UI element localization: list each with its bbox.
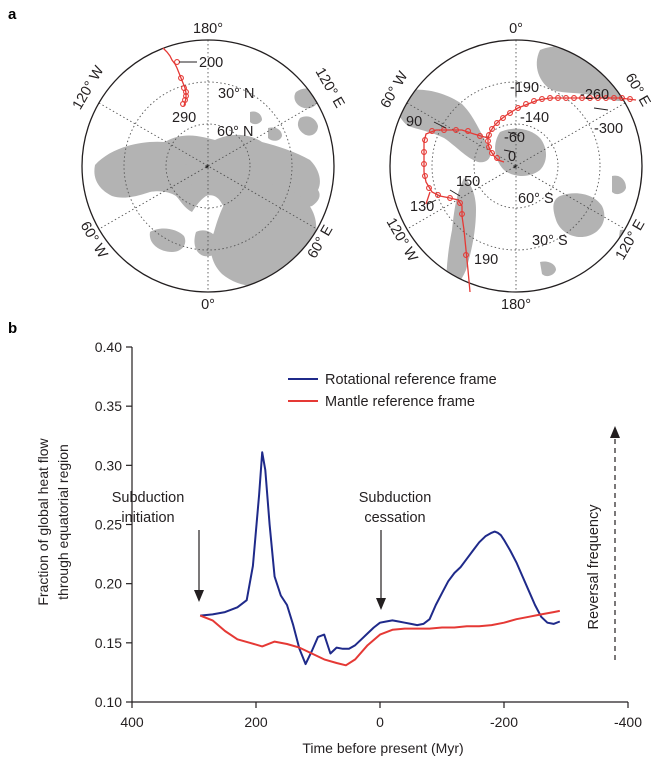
south-track-label-m190: -190 [510, 80, 539, 96]
north-map-border [81, 39, 335, 293]
north-lat-60-circle [165, 123, 251, 209]
south-track-label-190: 190 [474, 252, 498, 268]
south-lat-label-60: 60° S [518, 191, 554, 207]
x-tick-label: 200 [244, 714, 268, 730]
annotation-subduction-cessation-line2: cessation [364, 510, 425, 526]
south-track-label-m140: -140 [520, 110, 549, 126]
y-tick-label: 0.15 [95, 635, 122, 651]
south-track-label-150: 150 [456, 174, 480, 190]
north-track-label-200: 200 [199, 55, 223, 71]
reversal-frequency-arrowhead [610, 426, 620, 438]
north-landmass [94, 88, 320, 287]
south-graticule: * [406, 40, 626, 292]
south-lat-30-circle [431, 81, 601, 251]
north-track [162, 47, 197, 107]
north-lon-label-top: 180° [193, 21, 223, 37]
series-line-rotational [200, 451, 561, 666]
annotation-subduction-initiation-line1: Subduction [112, 490, 185, 506]
y-axis: 0.10 0.15 0.20 0.25 0.30 0.35 0.40 [95, 339, 133, 710]
x-axis-title: Time before present (Myr) [302, 740, 463, 756]
annotation-cessation-arrowhead [376, 598, 386, 610]
north-lon-label-upper-right: 120° E [312, 65, 348, 111]
south-map-border [389, 39, 643, 293]
north-lat-label-30: 30° N [218, 86, 254, 102]
north-graticule: * [98, 40, 318, 292]
y-axis-title-line1: Fraction of global heat flow [35, 437, 51, 605]
south-track [421, 82, 637, 293]
heat-flow-chart: 0.10 0.15 0.20 0.25 0.30 0.35 0.40 400 200 0 -200… [35, 339, 642, 756]
y-axis-title-line2: through equatorial region [55, 444, 71, 600]
legend-label-rotational: Rotational reference frame [325, 372, 497, 388]
series-layer [199, 451, 561, 667]
annotation-subduction-initiation-line2: initiation [121, 510, 174, 526]
svg-text:*: * [513, 163, 518, 175]
south-lon-label-bottom: 180° [501, 297, 531, 313]
south-lat-label-30: 30° S [532, 233, 568, 249]
series-line-mantle [199, 609, 560, 667]
y-tick-label: 0.10 [95, 694, 122, 710]
x-axis: 400 200 0 -200 -400 [120, 701, 642, 730]
south-track-label-130: 130 [410, 199, 434, 215]
north-lat-label-60: 60° N [217, 124, 253, 140]
north-lat-30-circle [123, 81, 293, 251]
south-lat-60-circle [473, 123, 559, 209]
y-tick-label: 0.25 [95, 517, 122, 533]
y-tick-label: 0.35 [95, 398, 122, 414]
south-track-label-m300: -300 [594, 121, 623, 137]
south-track-label-m260: -260 [580, 87, 609, 103]
svg-text:*: * [205, 163, 210, 175]
north-track-label-290: 290 [172, 110, 196, 126]
y-tick-label: 0.20 [95, 576, 122, 592]
legend-label-mantle: Mantle reference frame [325, 394, 475, 410]
x-tick-label: -200 [490, 714, 518, 730]
south-track-label-0: 0 [508, 149, 516, 165]
south-track-label-90: 90 [406, 114, 422, 130]
reversal-frequency-label: Reversal frequency [586, 504, 602, 630]
legend: Rotational reference frame Mantle refere… [288, 372, 497, 410]
south-lon-label-top: 0° [509, 21, 523, 37]
panel-b-letter: b [8, 320, 17, 337]
south-polar-map: * [378, 21, 651, 313]
x-tick-label: 0 [376, 714, 384, 730]
annotation-initiation-arrowhead [194, 590, 204, 602]
x-tick-label: 400 [120, 714, 144, 730]
south-landmass [396, 45, 635, 291]
north-polar-map: * 180° 0° 120° W 120° E 60° W 60° E 30° … [70, 21, 348, 313]
south-track-label-m60: -60 [504, 130, 525, 146]
y-tick-label: 0.40 [95, 339, 122, 355]
annotation-subduction-cessation-line1: Subduction [359, 490, 432, 506]
panel-a-letter: a [8, 6, 17, 23]
y-tick-label: 0.30 [95, 457, 122, 473]
x-tick-label: -400 [614, 714, 642, 730]
north-lon-label-upper-left: 120° W [70, 63, 108, 113]
north-lon-label-bottom: 0° [201, 297, 215, 313]
